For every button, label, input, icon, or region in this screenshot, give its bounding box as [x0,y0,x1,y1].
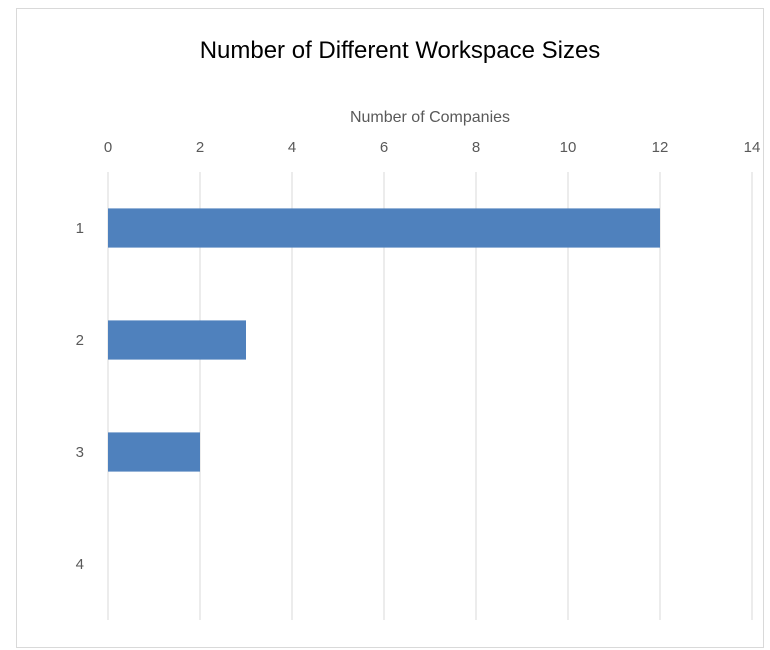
x-tick-label: 12 [652,139,669,156]
bars [108,208,660,472]
x-tick-label: 14 [744,139,761,156]
x-tick-label: 8 [472,139,480,156]
x-tick-label: 10 [560,139,577,156]
x-tick-label: 0 [104,139,112,156]
y-tick-label: 3 [76,444,84,461]
y-axis-tick-labels: 1 2 3 4 [76,220,84,573]
bar-2 [108,320,246,360]
bar-1 [108,208,660,248]
x-axis-title: Number of Companies [350,109,510,126]
x-tick-label: 6 [380,139,388,156]
y-tick-label: 1 [76,220,84,237]
chart-title: Number of Different Workspace Sizes [200,37,601,64]
bar-3 [108,432,200,472]
y-tick-label: 4 [76,556,84,573]
y-tick-label: 2 [76,332,84,349]
x-tick-label: 4 [288,139,296,156]
x-axis-tick-labels: 0 2 4 6 8 10 12 14 [104,139,761,156]
x-tick-label: 2 [196,139,204,156]
